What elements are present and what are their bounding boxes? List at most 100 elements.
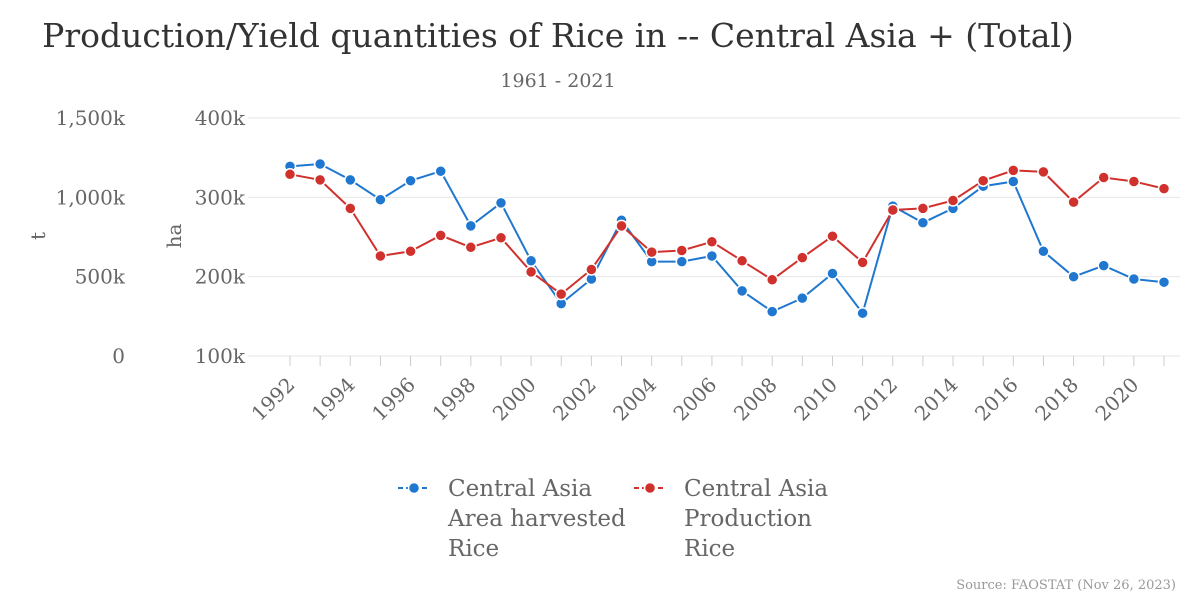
data-point[interactable] — [1067, 270, 1080, 283]
data-point[interactable] — [1127, 175, 1141, 188]
legend-marker — [643, 481, 657, 495]
data-point[interactable] — [615, 219, 628, 233]
data-point[interactable] — [916, 202, 930, 215]
legend-label-line: Central Asia — [448, 476, 592, 502]
x-tick-label: 2004 — [608, 373, 661, 426]
data-point[interactable] — [796, 291, 809, 305]
data-point[interactable] — [554, 287, 568, 301]
data-point[interactable] — [856, 306, 869, 320]
data-point[interactable] — [856, 256, 869, 269]
data-point[interactable] — [1097, 171, 1110, 184]
data-point[interactable] — [645, 245, 658, 259]
x-tick-label: 2000 — [488, 373, 541, 426]
series-2 — [283, 164, 1171, 301]
left-axis-title: t — [26, 232, 50, 240]
left-tick-label: 1,000k — [56, 185, 126, 209]
series-line — [289, 169, 1165, 296]
data-point[interactable] — [494, 231, 508, 245]
legend-marker — [407, 481, 421, 495]
data-point[interactable] — [585, 263, 598, 276]
data-point[interactable] — [705, 235, 719, 249]
legend-label: Central Asia Area harvested Rice — [447, 476, 626, 562]
x-tick-label: 1992 — [247, 373, 300, 426]
data-point[interactable] — [313, 173, 327, 187]
data-point[interactable] — [344, 202, 357, 215]
series-line — [289, 162, 1165, 316]
left-tick-label: 0 — [112, 344, 125, 368]
data-point[interactable] — [494, 196, 508, 210]
data-point[interactable] — [735, 284, 749, 298]
right-tick-label: 300k — [195, 185, 246, 209]
x-tick-label: 2014 — [910, 373, 963, 426]
right-tick-label: 200k — [195, 265, 246, 289]
data-point[interactable] — [313, 157, 327, 171]
right-tick-label: 400k — [195, 106, 246, 130]
series-1 — [283, 157, 1171, 320]
data-point[interactable] — [1007, 164, 1020, 177]
data-point[interactable] — [524, 254, 538, 268]
data-point[interactable] — [675, 244, 689, 257]
data-point[interactable] — [826, 229, 839, 243]
grid — [248, 117, 1180, 357]
x-tick-label: 2016 — [970, 373, 1023, 426]
data-point[interactable] — [374, 193, 387, 206]
x-tick-label: 1996 — [367, 373, 420, 426]
x-tick-label: 2012 — [849, 373, 902, 426]
data-point[interactable] — [886, 203, 900, 217]
data-point[interactable] — [1157, 275, 1171, 289]
right-axis: 100k 200k 300k 400k — [195, 106, 246, 368]
data-point[interactable] — [916, 216, 930, 229]
data-point[interactable] — [404, 174, 417, 187]
data-point[interactable] — [464, 241, 478, 254]
data-point[interactable] — [1157, 182, 1171, 195]
data-point[interactable] — [765, 273, 779, 287]
left-tick-label: 500k — [75, 265, 126, 289]
data-point[interactable] — [1037, 245, 1050, 258]
data-point[interactable] — [344, 173, 357, 187]
chart-subtitle: 1961 - 2021 — [500, 70, 615, 92]
x-tick-label: 2006 — [668, 373, 721, 426]
left-tick-label: 1,500k — [56, 106, 126, 130]
data-point[interactable] — [464, 219, 478, 233]
legend-label-line: Rice — [448, 536, 499, 562]
chart-title: Production/Yield quantities of Rice in -… — [42, 16, 1074, 55]
data-point[interactable] — [1067, 195, 1080, 209]
legend-label-line: Area harvested — [447, 506, 626, 532]
data-point[interactable] — [705, 249, 719, 263]
data-point[interactable] — [434, 229, 447, 242]
data-point[interactable] — [1037, 165, 1050, 179]
data-point[interactable] — [1007, 175, 1020, 188]
data-point[interactable] — [946, 194, 960, 207]
right-tick-label: 100k — [195, 344, 246, 368]
data-point[interactable] — [283, 168, 297, 181]
left-axis: 0 500k 1,000k 1,500k — [56, 106, 126, 368]
data-point[interactable] — [765, 305, 779, 318]
data-point[interactable] — [1097, 259, 1110, 272]
data-point[interactable] — [434, 164, 447, 178]
data-point[interactable] — [675, 255, 689, 268]
data-point[interactable] — [374, 249, 387, 263]
legend-item-2[interactable]: Central Asia Production Rice — [634, 476, 828, 562]
data-point[interactable] — [1127, 272, 1141, 286]
source-credit: Source: FAOSTAT (Nov 26, 2023) — [956, 578, 1176, 593]
legend-label: Central Asia Production Rice — [684, 476, 828, 562]
x-tick-label: 1998 — [427, 373, 480, 426]
legend-item-1[interactable]: Central Asia Area harvested Rice — [398, 476, 626, 562]
series-layer — [283, 157, 1171, 320]
legend-label-line: Rice — [684, 536, 735, 562]
x-axis: 1992 1994 1996 1998 2000 2002 2004 2006 2008 2010… — [247, 356, 1165, 426]
data-point[interactable] — [826, 267, 839, 280]
data-point[interactable] — [976, 174, 990, 187]
x-tick-label: 2020 — [1090, 373, 1143, 426]
data-point[interactable] — [735, 254, 749, 268]
x-tick-label: 2018 — [1030, 373, 1083, 426]
data-point[interactable] — [524, 265, 538, 279]
x-tick-label: 2010 — [789, 373, 842, 426]
legend-label-line: Central Asia — [684, 476, 828, 502]
x-tick-label: 2008 — [729, 373, 782, 426]
x-tick-label: 1994 — [307, 373, 360, 426]
data-point[interactable] — [796, 251, 809, 264]
data-point[interactable] — [404, 245, 417, 258]
